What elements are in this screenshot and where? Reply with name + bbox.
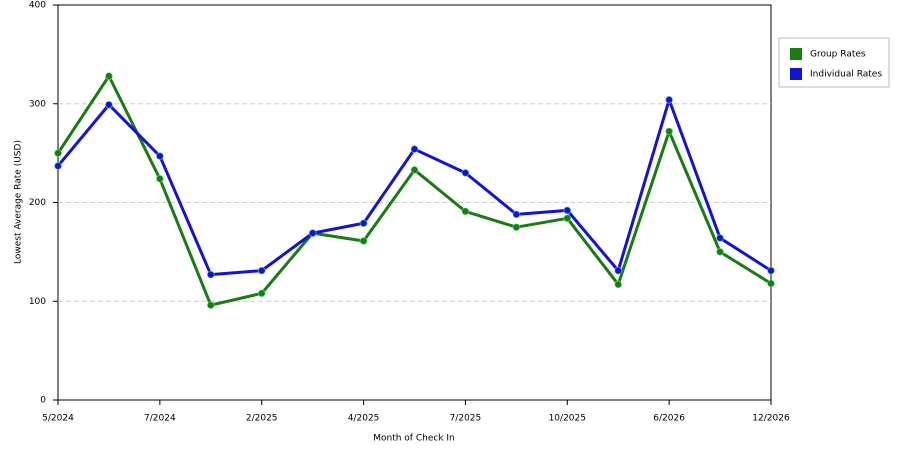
x-axis-label: Month of Check In (373, 434, 455, 444)
y-tick-label: 0 (40, 396, 46, 406)
data-point (54, 161, 62, 170)
y-tick-label: 400 (29, 1, 46, 11)
x-tick-label: 6/2026 (653, 414, 685, 424)
data-point (767, 266, 775, 275)
x-tick-label: 7/2025 (450, 414, 482, 424)
data-point (308, 229, 317, 238)
y-tick-label: 200 (29, 198, 46, 208)
x-tick-label: 10/2025 (549, 414, 586, 424)
data-point (54, 149, 62, 158)
data-point (104, 72, 113, 81)
data-point (410, 145, 419, 154)
data-point (665, 127, 674, 136)
x-tick-label: 4/2025 (348, 414, 380, 424)
series-line (56, 74, 772, 307)
x-tick-label: 7/2024 (144, 414, 176, 424)
data-point (104, 100, 113, 109)
data-point (359, 219, 368, 228)
data-point (206, 270, 215, 279)
legend-swatch (790, 48, 802, 60)
y-tick-label: 300 (29, 99, 46, 109)
data-point (410, 165, 419, 174)
data-point (767, 279, 775, 288)
data-point (614, 280, 623, 289)
y-tick-label: 100 (29, 297, 46, 307)
data-point (563, 214, 572, 223)
data-point (461, 207, 470, 216)
data-point (359, 237, 368, 246)
data-point (257, 266, 266, 275)
legend-label: Group Rates (810, 50, 866, 60)
data-point (155, 174, 164, 183)
data-point (716, 234, 725, 243)
data-point (155, 152, 164, 161)
data-point (512, 223, 521, 232)
x-tick-label: 5/2024 (42, 414, 74, 424)
series-line (56, 98, 772, 277)
data-point (563, 206, 572, 215)
data-point (716, 247, 725, 256)
x-tick-label: 12/2026 (752, 414, 790, 424)
x-tick-label: 2/2025 (246, 414, 278, 424)
data-point (206, 301, 215, 310)
data-point (665, 95, 674, 104)
legend-swatch (790, 68, 802, 80)
data-point (614, 266, 623, 275)
data-point (257, 289, 266, 298)
y-axis-label: Lowest Average Rate (USD) (14, 140, 24, 264)
data-point (512, 210, 521, 219)
data-point (461, 168, 470, 177)
legend-label: Individual Rates (810, 70, 882, 80)
